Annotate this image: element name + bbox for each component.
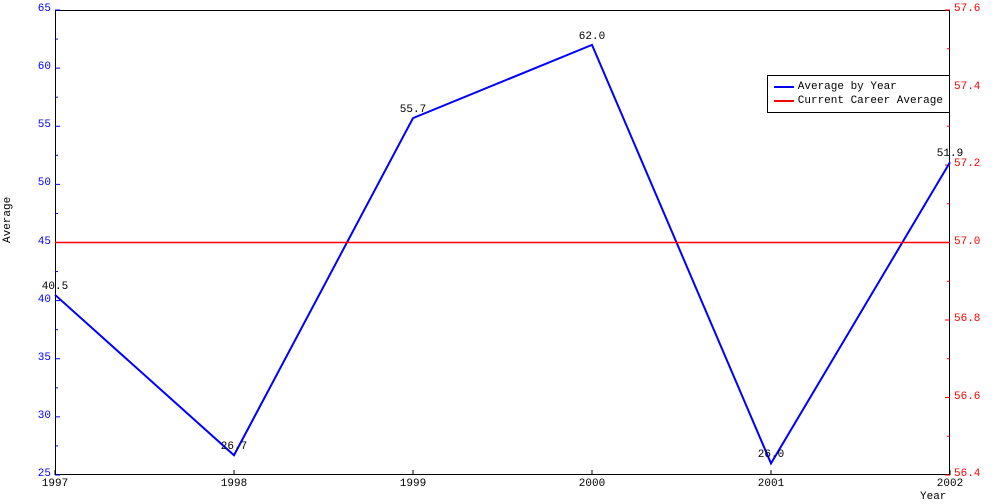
legend: Average by YearCurrent Career Average <box>767 75 950 113</box>
y-right-tick-label: 56.8 <box>954 313 980 325</box>
x-tick-label: 2002 <box>930 478 970 490</box>
y-left-tick-label: 65 <box>38 3 51 15</box>
legend-swatch <box>774 86 794 88</box>
y-right-tick-label: 57.6 <box>954 3 980 15</box>
x-axis-label: Year <box>920 491 946 503</box>
x-tick-label: 1999 <box>393 478 433 490</box>
y-left-tick-label: 35 <box>38 352 51 364</box>
data-point-label: 51.9 <box>937 148 963 160</box>
data-point-label: 26.7 <box>221 441 247 453</box>
data-point-label: 26.0 <box>758 449 784 461</box>
data-point-label: 55.7 <box>400 104 426 116</box>
x-tick-label: 1997 <box>35 478 75 490</box>
legend-item: Average by Year <box>774 80 943 94</box>
y-left-tick-label: 30 <box>38 410 51 422</box>
y-right-tick-label: 56.6 <box>954 391 980 403</box>
y-left-tick-label: 45 <box>38 236 51 248</box>
legend-item: Current Career Average <box>774 94 943 108</box>
data-point-label: 62.0 <box>579 31 605 43</box>
x-tick-label: 2000 <box>572 478 612 490</box>
y-left-tick-label: 50 <box>38 177 51 189</box>
x-tick-label: 1998 <box>214 478 254 490</box>
legend-label: Current Career Average <box>798 94 943 108</box>
x-tick-label: 2001 <box>751 478 791 490</box>
data-point-label: 40.5 <box>42 281 68 293</box>
chart-container: Average by YearCurrent Career Average 25… <box>0 0 1000 500</box>
y-left-tick-label: 55 <box>38 119 51 131</box>
legend-label: Average by Year <box>798 80 897 94</box>
y-left-tick-label: 60 <box>38 61 51 73</box>
y-left-tick-label: 40 <box>38 294 51 306</box>
y-left-axis-label: Average <box>2 196 14 242</box>
legend-swatch <box>774 100 794 102</box>
y-right-tick-label: 57.4 <box>954 81 980 93</box>
y-right-tick-label: 57.0 <box>954 236 980 248</box>
